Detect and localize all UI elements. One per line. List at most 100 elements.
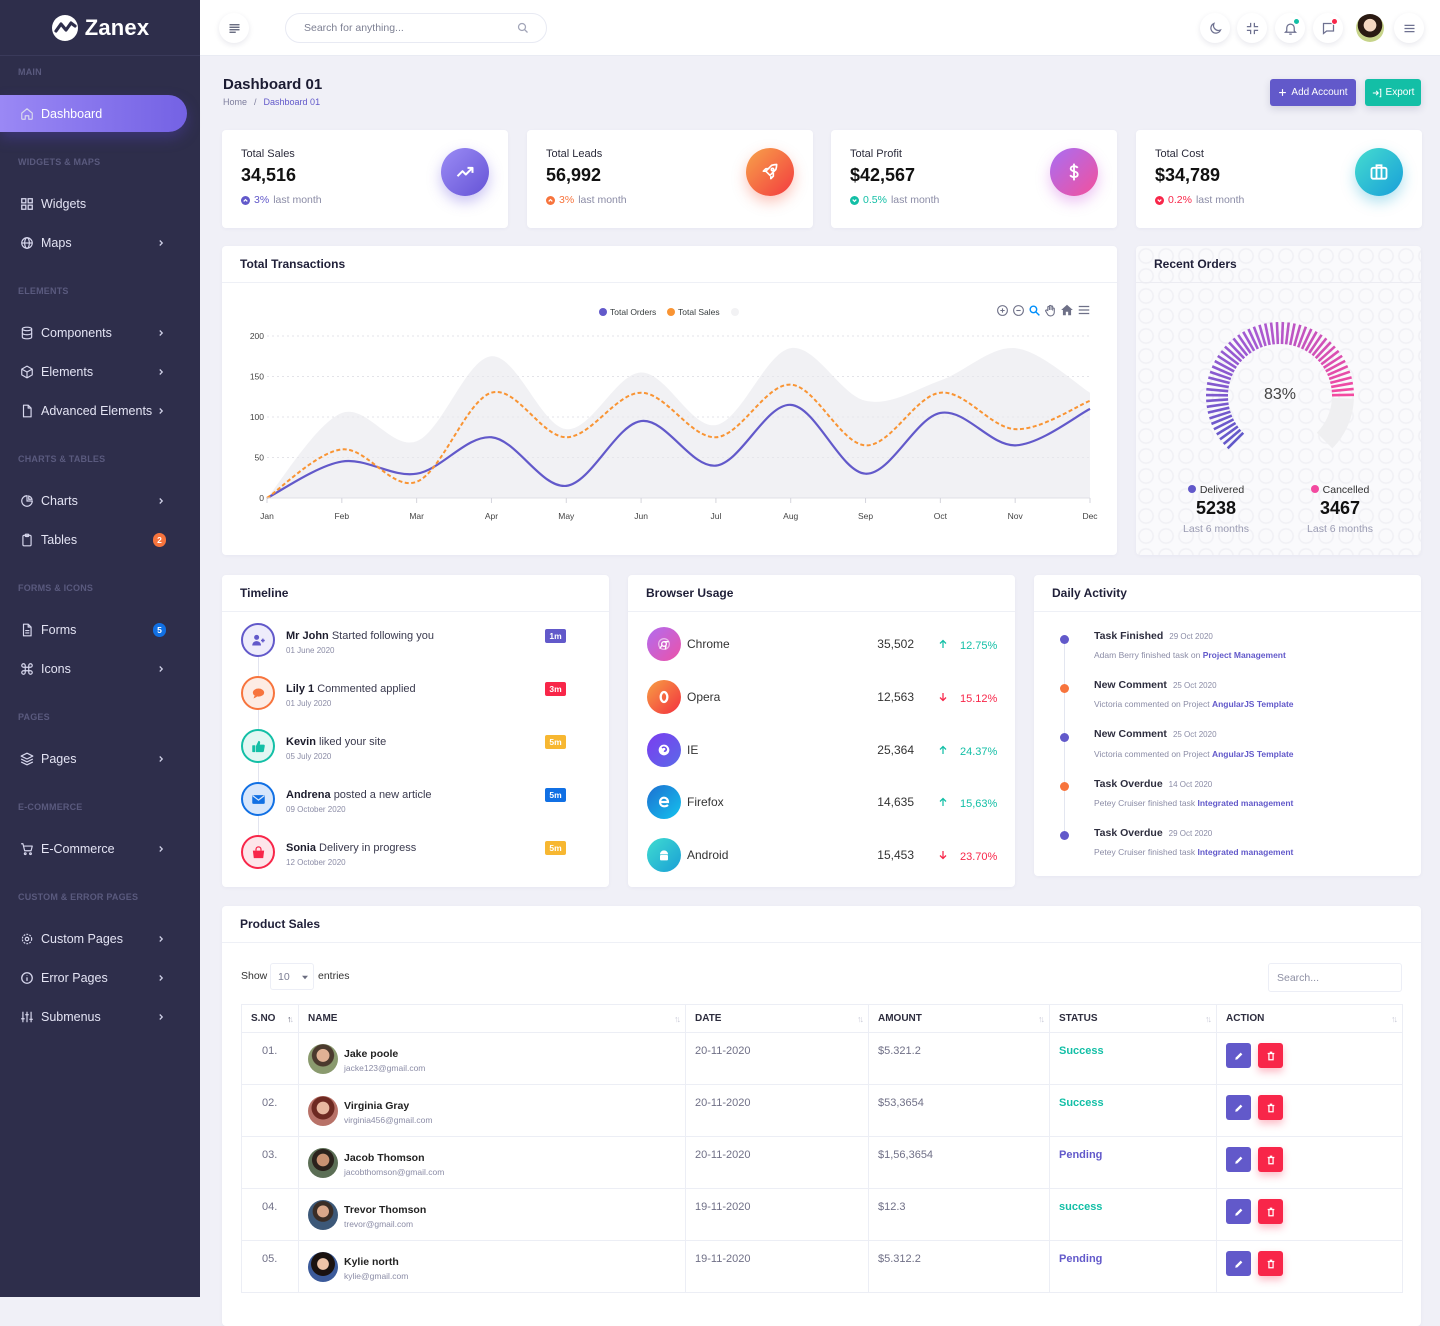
sidebar: Zanex MAIN Dashboard WIDGETS & MAPS Widg… — [0, 0, 200, 1297]
sort-icon: ↑↓ — [1038, 1014, 1043, 1024]
right-menu-button[interactable] — [1394, 13, 1424, 43]
sidebar-item-submenus[interactable]: Submenus — [0, 997, 200, 1036]
timeline-icon — [241, 676, 275, 710]
sidebar-item-error-pages[interactable]: Error Pages — [0, 958, 200, 997]
page-title: Dashboard 01 — [223, 76, 322, 93]
activity-desc-text: Victoria commented on Project — [1094, 699, 1210, 709]
trend-up-icon — [546, 196, 555, 205]
column-header-status[interactable]: STATUS↑↓ — [1050, 1005, 1217, 1033]
sidebar-item-e-commerce[interactable]: E-Commerce — [0, 829, 200, 868]
stat-card-total-cost: Total Cost $34,789 0.2% last month — [1136, 130, 1422, 228]
sidebar-item-advanced-elements[interactable]: Advanced Elements — [0, 391, 200, 430]
gauge-tick — [1271, 323, 1274, 345]
sidebar-item-forms[interactable]: Forms 5 — [0, 610, 200, 649]
activity-link[interactable]: AngularJS Template — [1212, 749, 1294, 759]
delete-button[interactable] — [1258, 1147, 1283, 1172]
sidebar-item-widgets[interactable]: Widgets — [0, 184, 200, 223]
activity-link[interactable]: Integrated management — [1197, 847, 1293, 857]
sidebar-item-components[interactable]: Components — [0, 313, 200, 352]
chart-menu-icon[interactable] — [1077, 303, 1091, 317]
pan-icon[interactable] — [1044, 304, 1057, 317]
notifications-button[interactable] — [1275, 13, 1305, 43]
search-input[interactable] — [304, 22, 504, 34]
breadcrumb-home[interactable]: Home — [223, 97, 247, 107]
cell-amount: $53,3654 — [869, 1085, 1050, 1137]
table-search-input[interactable] — [1268, 963, 1402, 992]
zoom-in-icon[interactable] — [996, 304, 1009, 317]
logo[interactable]: Zanex — [0, 0, 200, 56]
activity-date: 25 Oct 2020 — [1173, 730, 1217, 739]
page-size-select[interactable]: 10 — [270, 963, 314, 990]
column-header-name[interactable]: NAME↑↓ — [299, 1005, 686, 1033]
legend-label: Total Orders — [610, 307, 656, 317]
activity-link[interactable]: AngularJS Template — [1212, 699, 1294, 709]
stat-card-total-sales: Total Sales 34,516 3% last month — [222, 130, 508, 228]
column-header-sno[interactable]: S.NO↑↓ — [242, 1005, 299, 1033]
chevron-right-icon — [156, 934, 166, 944]
edit-button[interactable] — [1226, 1043, 1251, 1068]
delete-button[interactable] — [1258, 1251, 1283, 1276]
sidebar-item-pages[interactable]: Pages — [0, 739, 200, 778]
stat-card-total-profit: Total Profit $42,567 0.5% last month — [831, 130, 1117, 228]
trending-up-icon — [441, 148, 489, 196]
user-email: trevor@gmail.com — [344, 1219, 426, 1229]
fullscreen-toggle[interactable] — [1237, 13, 1267, 43]
sidebar-toggle-button[interactable] — [219, 13, 249, 43]
timeline-item-action: Commented applied — [317, 683, 415, 695]
activity-date: 29 Oct 2020 — [1169, 829, 1213, 838]
breadcrumb-current: Dashboard 01 — [264, 97, 321, 107]
avatar — [308, 1148, 338, 1178]
edit-button[interactable] — [1226, 1095, 1251, 1120]
comment-icon — [251, 686, 266, 701]
sidebar-item-elements[interactable]: Elements — [0, 352, 200, 391]
sidebar-item-label: E-Commerce — [41, 842, 115, 856]
count-badge: 2 — [153, 533, 166, 547]
shopping-cart-icon — [20, 842, 34, 856]
column-header-amount[interactable]: AMOUNT↑↓ — [869, 1005, 1050, 1033]
firefox-icon — [647, 733, 681, 767]
sidebar-item-tables[interactable]: Tables 2 — [0, 520, 200, 559]
column-header-date[interactable]: DATE↑↓ — [686, 1005, 869, 1033]
edit-button[interactable] — [1226, 1147, 1251, 1172]
selection-zoom-icon[interactable] — [1028, 304, 1041, 317]
browser-value: 35,502 — [877, 637, 914, 651]
sidebar-item-charts[interactable]: Charts — [0, 481, 200, 520]
search-icon[interactable] — [517, 22, 529, 34]
user-avatar[interactable] — [1356, 14, 1384, 42]
export-button[interactable]: Export — [1365, 79, 1421, 106]
activity-link[interactable]: Integrated management — [1197, 798, 1293, 808]
info-icon — [20, 971, 34, 985]
cancelled-period: Last 6 months — [1280, 523, 1400, 535]
edit-button[interactable] — [1226, 1199, 1251, 1224]
add-account-button[interactable]: Add Account — [1270, 79, 1356, 106]
dark-mode-toggle[interactable] — [1200, 13, 1230, 43]
activity-link[interactable]: Project Management — [1203, 650, 1286, 660]
edit-button[interactable] — [1226, 1251, 1251, 1276]
sidebar-section-label: E-COMMERCE — [0, 778, 200, 829]
delete-button[interactable] — [1258, 1043, 1283, 1068]
gauge-tick — [1290, 323, 1294, 345]
stat-change: 0.5% last month — [850, 194, 939, 206]
arrow-down-icon — [937, 849, 949, 861]
y-tick-label: 50 — [255, 453, 265, 463]
zoom-out-icon[interactable] — [1012, 304, 1025, 317]
browser-name: Android — [687, 848, 728, 862]
sidebar-item-maps[interactable]: Maps — [0, 223, 200, 262]
delivered-legend: Delivered 5238 Last 6 months — [1156, 484, 1276, 535]
stat-value: 56,992 — [546, 165, 601, 186]
stat-change-value: 0.2% — [1168, 194, 1192, 206]
gauge-percent-label: 83% — [1240, 386, 1320, 404]
sidebar-item-dashboard[interactable]: Dashboard — [0, 95, 187, 132]
column-header-action[interactable]: ACTION↑↓ — [1217, 1005, 1403, 1033]
reset-home-icon[interactable] — [1060, 303, 1074, 317]
browser-name: IE — [687, 743, 698, 757]
sidebar-item-icons[interactable]: Icons — [0, 649, 200, 688]
column-label: NAME — [308, 1013, 337, 1024]
browser-value: 12,563 — [877, 690, 914, 704]
messages-button[interactable] — [1313, 13, 1343, 43]
delete-button[interactable] — [1258, 1199, 1283, 1224]
timeline-item-action: Delivery in progress — [319, 842, 416, 854]
sidebar-item-custom-pages[interactable]: Custom Pages — [0, 919, 200, 958]
delete-button[interactable] — [1258, 1095, 1283, 1120]
